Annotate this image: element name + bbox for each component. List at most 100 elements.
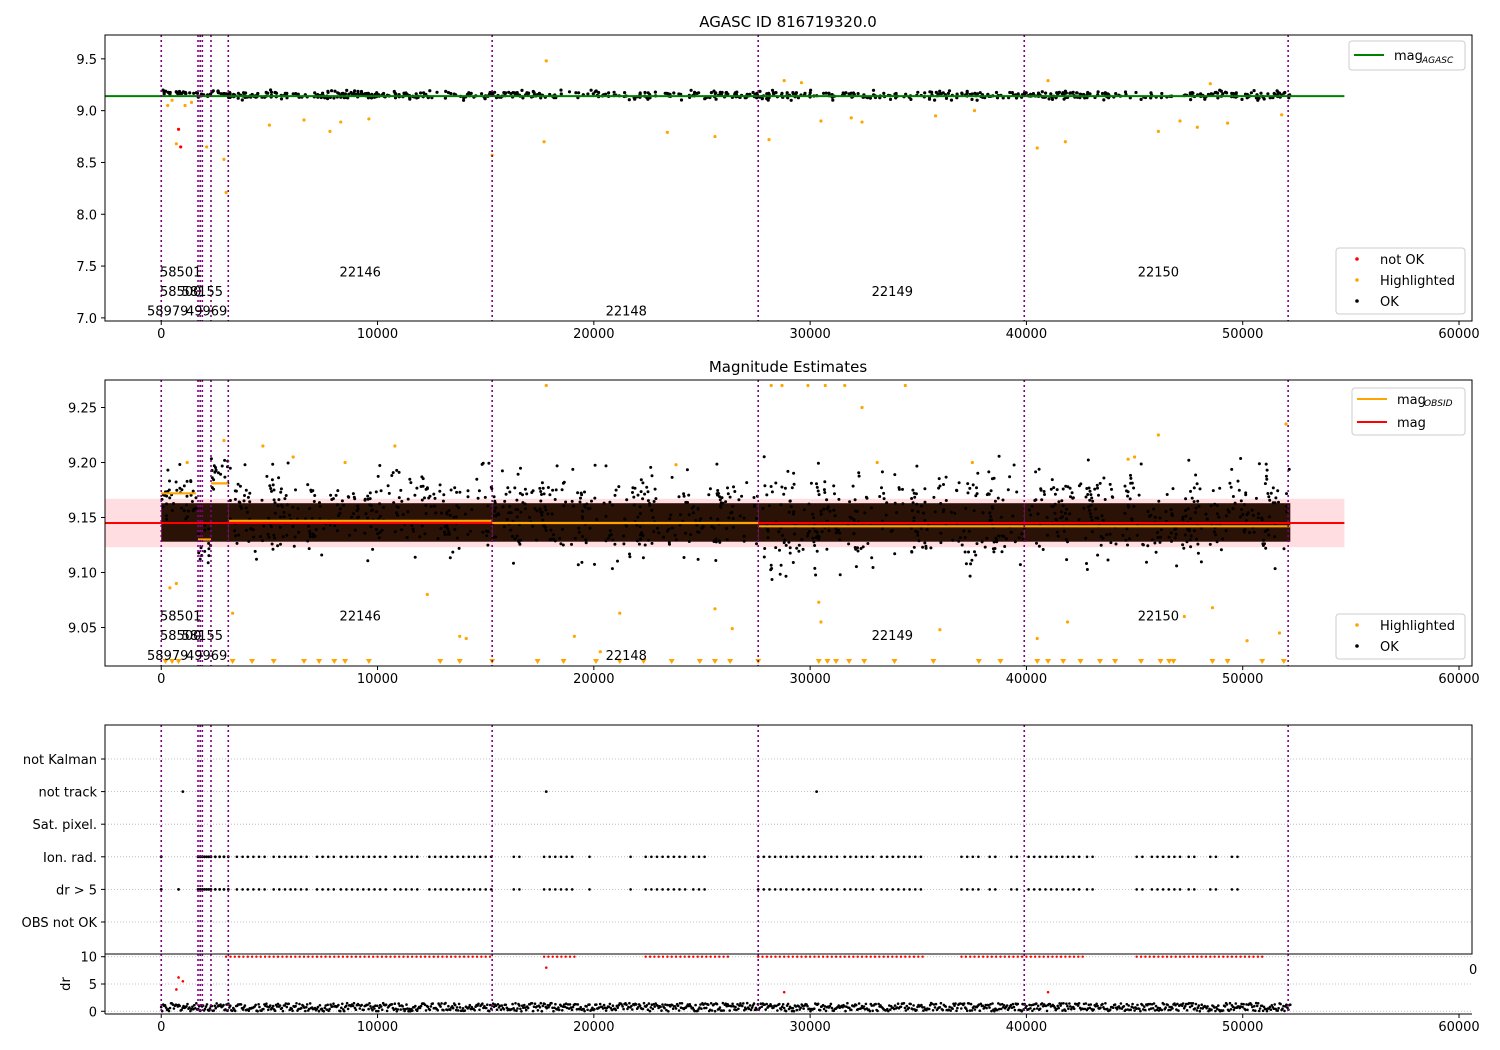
ok-point-mid-4-180 (729, 511, 733, 515)
dr-ok-point-16470 (516, 1007, 519, 1010)
dr-ok-point-24480 (689, 1005, 692, 1008)
highlighted-point-mid-29 (938, 628, 942, 632)
dr-ok-point-25830 (718, 1006, 722, 1009)
ok-point-mid-6-103 (1182, 546, 1186, 550)
ok-point-mid-3-226 (313, 494, 317, 497)
highlighted-point-mid-27 (875, 460, 879, 465)
ok-point-top-3-482 (225, 92, 229, 96)
ok-point-top-3-513 (419, 91, 423, 95)
highlighted-point-top-4 (189, 100, 194, 104)
ok-point-mid-5-256 (792, 471, 796, 475)
flag-run-point-dr-7-12400 (428, 888, 431, 891)
flag-run-point-Ionrad-12-23960 (678, 855, 681, 859)
ok-point-mid-6-24 (1184, 514, 1188, 518)
flag-run-point-dr-22-40100 (1027, 888, 1030, 891)
ok-point-mid-4-26 (682, 494, 686, 498)
ok-point-mid-3-278 (228, 499, 232, 502)
ok-point-mid-3-181 (270, 478, 274, 482)
ok-point-mid-5-290 (847, 542, 851, 546)
below-range-marker-16 (592, 659, 599, 664)
ok-point-mid-4-191 (650, 474, 654, 478)
ok-point-mid-3-183 (277, 476, 281, 480)
flag-run-point-dr-11-21700 (629, 888, 632, 891)
ok-point-mid-5-93 (882, 491, 886, 495)
dr-ok-point-48735 (1214, 1009, 1217, 1013)
dr-ok-point-19035 (571, 1005, 575, 1009)
ok-point-mid-4-54 (737, 498, 741, 502)
dr-ok-point-540 (171, 1003, 175, 1006)
ok-point-mid-5-242 (964, 506, 968, 510)
ok-point-top-3-473 (789, 98, 793, 102)
ok-point-top-3-129 (973, 91, 977, 95)
flag-run-point-dr-6-11840 (416, 888, 419, 891)
legend-label-mag-agasc: mag (1394, 49, 1423, 64)
flag-point-Ionrad-8 (213, 855, 217, 859)
ok-point-mid-4-114 (724, 500, 728, 504)
ok-point-top-3-183 (978, 91, 982, 95)
ok-point-mid-5-185 (973, 550, 976, 554)
flag-run-point-Ionrad-6-11320 (404, 855, 408, 859)
ok-point-mid-4-63 (657, 531, 661, 535)
dr-ok-point-12420 (428, 1008, 432, 1012)
dr-ok-point-7560 (323, 1006, 327, 1010)
ok-point-mid-3-107 (436, 537, 440, 541)
ok-point-mid-3-224 (293, 535, 297, 539)
ok-point-mid-4-2 (504, 492, 508, 496)
ok-point-mid-4-277 (581, 535, 585, 538)
dr-red-run-0-10400 (385, 955, 388, 958)
ok-point-mid-6-58 (1184, 509, 1187, 512)
ok-point-mid-5-23 (802, 508, 806, 512)
dr-red-run-4-42600 (1081, 955, 1084, 958)
below-range-marker-46 (1280, 659, 1287, 664)
ok-point-mid-5-5 (880, 486, 883, 490)
dr-ok-point-34200 (899, 1005, 903, 1008)
ok-point-mid-4-160 (581, 509, 585, 513)
ok-point-mid-4-192 (611, 538, 615, 542)
ok-point-mid-5-189 (854, 565, 858, 569)
flag-run-point-Ionrad-6-10800 (393, 855, 397, 859)
ok-point-mid-6-255 (1043, 493, 1046, 496)
ok-point-mid-3-137 (484, 529, 488, 533)
ok-point-mid-6-216 (1189, 489, 1192, 493)
ok-point-mid-5-64 (964, 562, 968, 566)
ok-point-top-3-261 (483, 97, 487, 101)
dr-ok-point-41085 (1048, 1002, 1052, 1006)
ok-point-mid-5-31 (911, 488, 915, 492)
ok-point-mid-2-8 (212, 478, 216, 482)
dr-red-run-1-17700 (542, 955, 546, 958)
dr-red-run-4-42400 (1077, 955, 1080, 958)
ok-point-mid-4-165 (519, 510, 523, 514)
ok-point-mid-4-173 (583, 505, 587, 509)
ok-point-top-3-580 (643, 90, 647, 95)
dr-red-run-2-23400 (666, 955, 669, 958)
ok-point-mid-6-254 (1218, 486, 1222, 490)
below-range-marker-35 (1060, 659, 1067, 664)
flag-run-point-Ionrad-1-4000 (246, 855, 250, 859)
dr-ok-point-19260 (576, 1003, 580, 1006)
ok-point-mid-6-30 (1262, 538, 1266, 542)
ok-point-top-3-483 (623, 91, 627, 95)
ok-point-mid-6-112 (1285, 492, 1288, 496)
flag-run-point-dr-23-43060 (1091, 888, 1094, 891)
dr-ok-point-14220 (467, 1006, 471, 1009)
dr-red-run-1-18100 (551, 955, 554, 958)
dr-ok-point-42885 (1087, 1003, 1091, 1007)
ok-point-mid-4-103 (525, 492, 529, 496)
ok-point-mid-4-276 (495, 513, 499, 517)
dr-ok-point-13140 (444, 1001, 447, 1005)
dr-ok-point-40545 (1036, 1004, 1040, 1008)
ok-point-mid-4-117 (725, 527, 729, 530)
ok-point-top-3-379 (672, 91, 676, 95)
ok-point-mid-6-234 (1089, 515, 1093, 519)
dr-ok-point-26550 (734, 1005, 737, 1009)
highlighted-point-mid-23 (819, 620, 823, 624)
ok-point-top-3-509 (527, 91, 531, 95)
ok-point-mid-6-226 (1040, 498, 1044, 502)
ok-point-mid-4-261 (639, 478, 643, 482)
ok-point-mid-5-219 (763, 547, 767, 550)
dr-red-run-3-31600 (843, 955, 846, 958)
ok-point-mid-6-287 (1053, 502, 1057, 506)
highlighted-point-mid-2 (185, 460, 189, 465)
ok-point-mid-3-14 (295, 517, 299, 521)
ok-point-mid-5-143 (864, 495, 868, 499)
